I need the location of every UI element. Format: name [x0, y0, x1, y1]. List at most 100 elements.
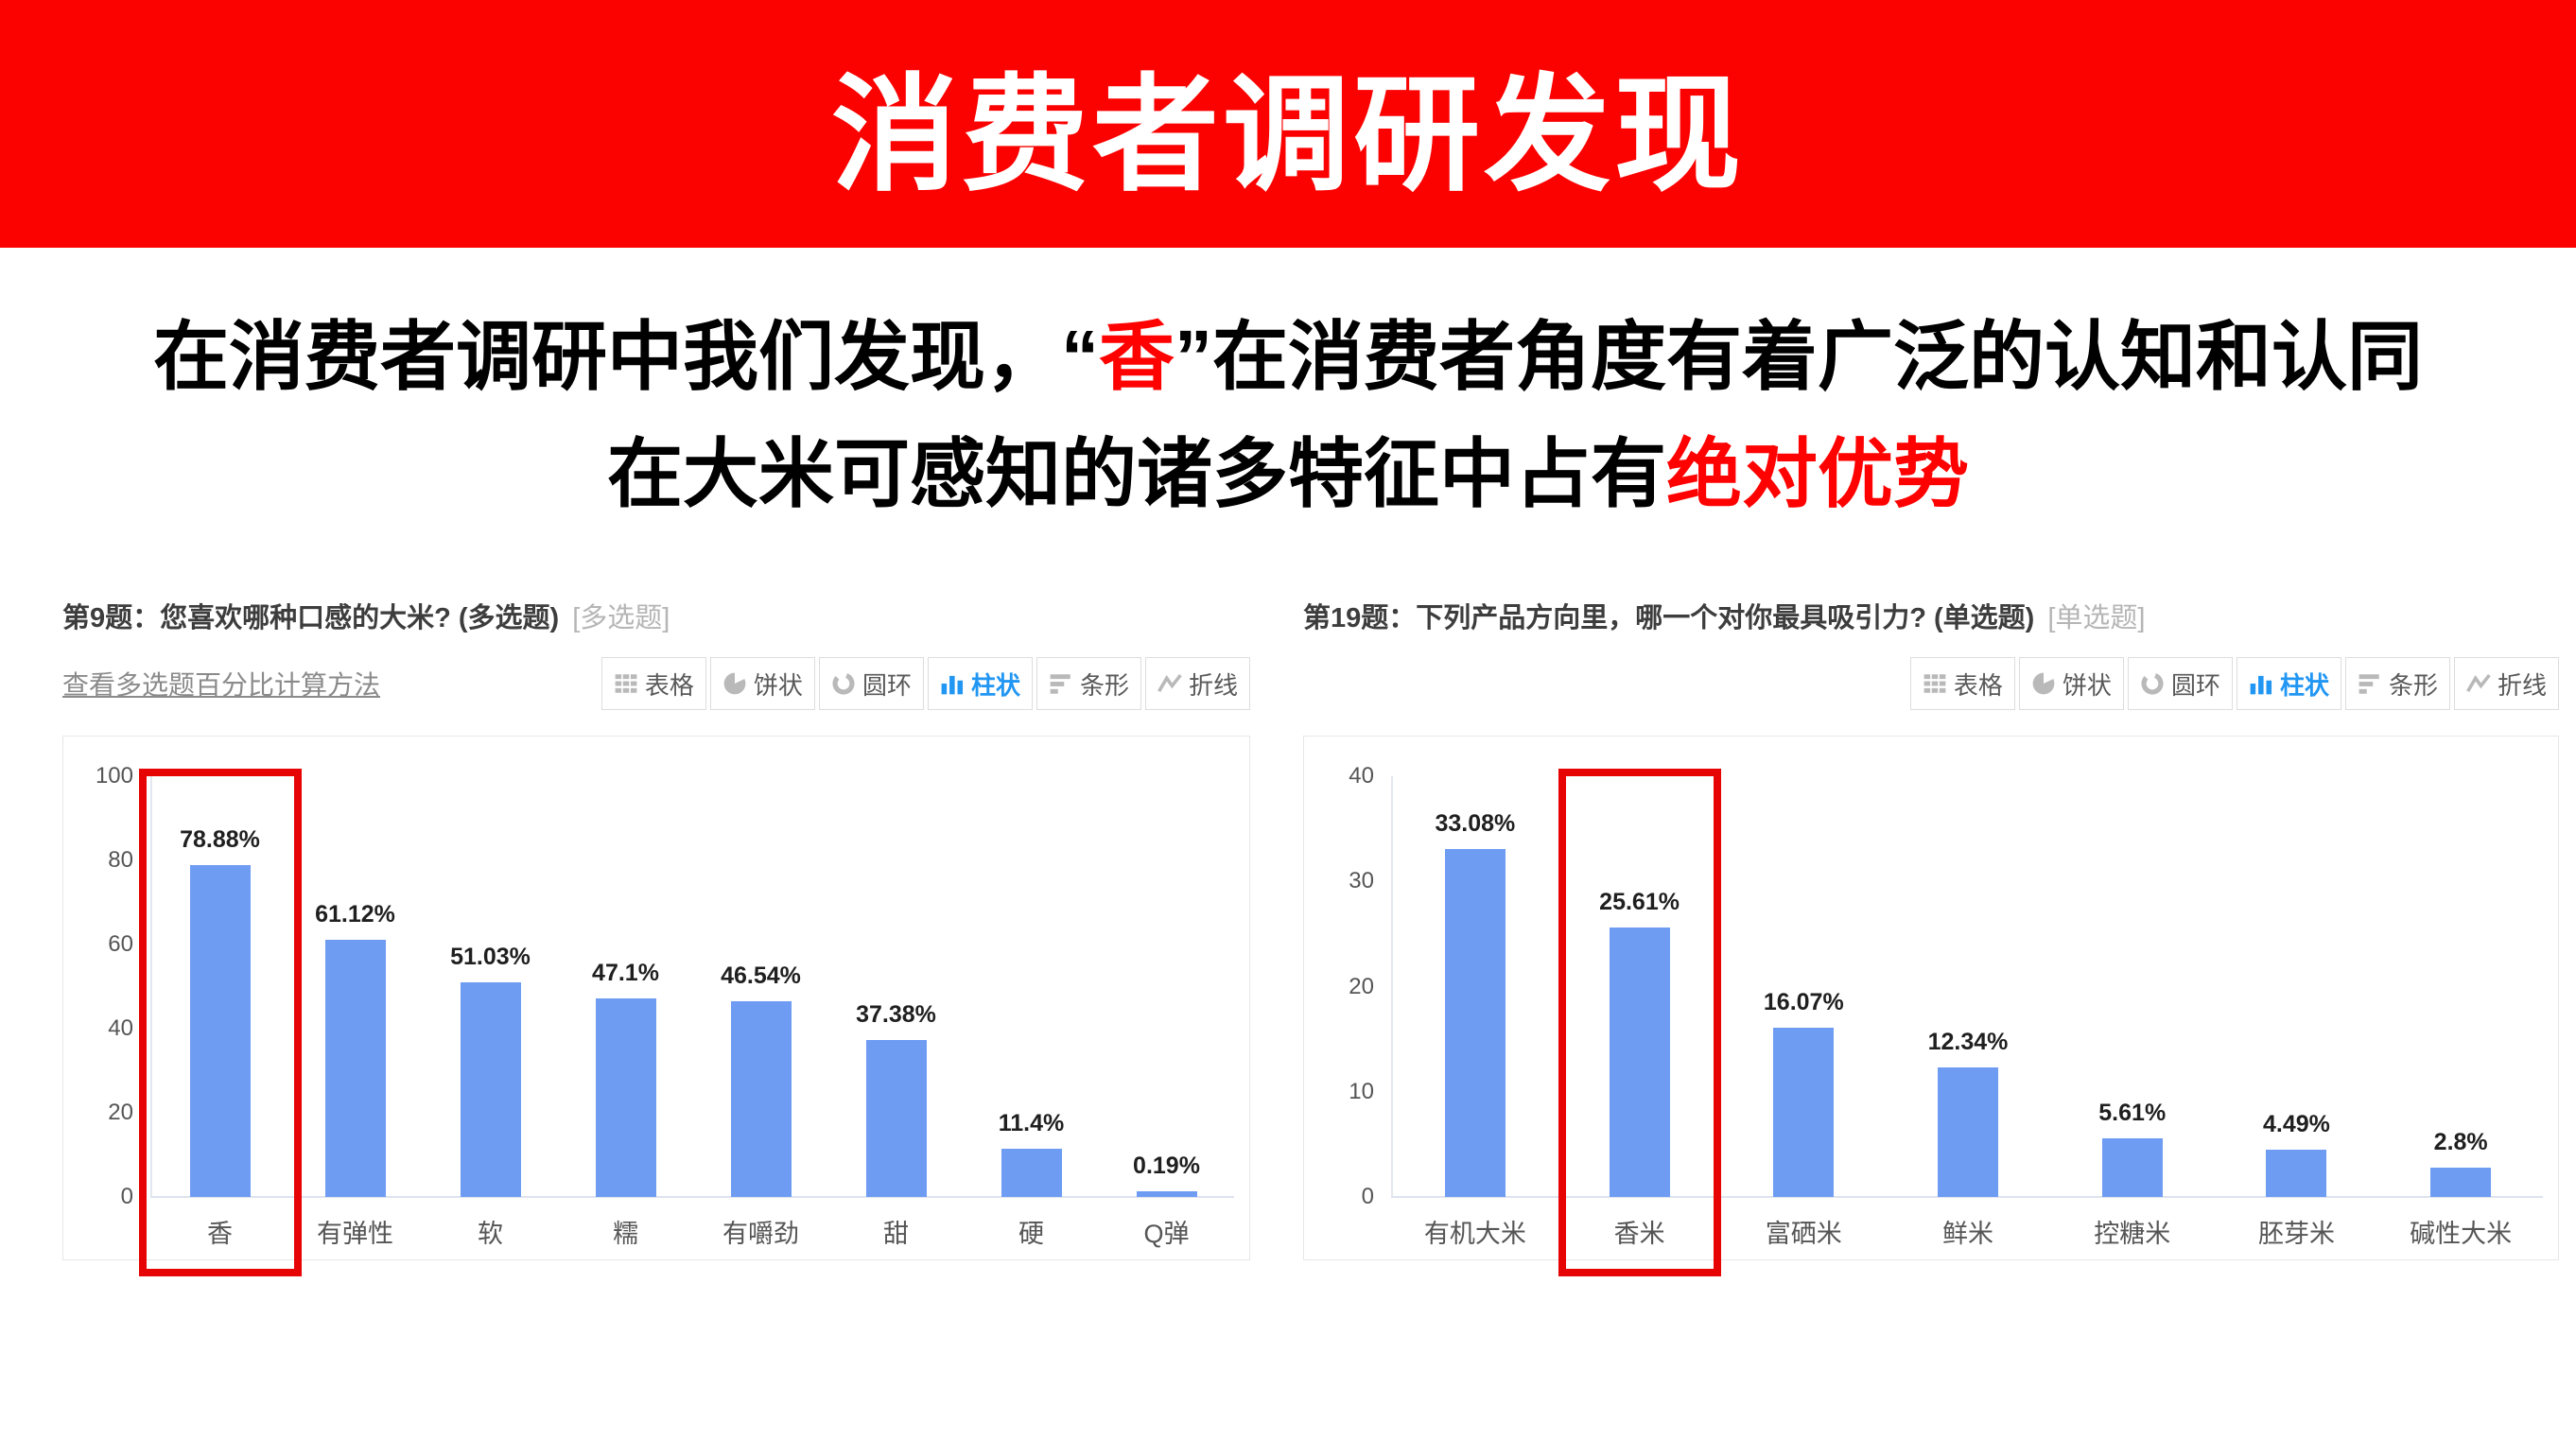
charts-section: 第9题：您喜欢哪种口感的大米? (多选题) [多选题] 查看多选题百分比计算方法 表格…: [62, 596, 2559, 1276]
subtitle-text: ”在消费者角度有着广泛的认知和认同: [1175, 315, 2423, 399]
plot-area: 33.08% 有机大米 25.61% 香米 16.07% 富硒米 12.34% 鲜米 5.61%…: [1393, 769, 2543, 1276]
bar-value-label: 33.08%: [1435, 810, 1516, 837]
y-axis-tick-label: 60: [108, 931, 133, 957]
bar[interactable]: [1938, 1066, 1999, 1197]
plot-area: 78.88% 香 61.12% 有弹性 51.03% 软 47.1% 糯 46.54% 有嚼劲 37…: [138, 769, 1234, 1276]
x-axis-label: 碱性大米: [2410, 1220, 2513, 1248]
bar-slot: 12.34% 鲜米: [1886, 776, 2050, 1248]
chart-type-donut-button[interactable]: 圆环: [2127, 657, 2233, 710]
chart-type-label: 条形: [2388, 670, 2438, 700]
bar-icon: [2358, 671, 2382, 696]
question-title: 第9题：您喜欢哪种口感的大米? (多选题): [62, 603, 560, 633]
line-icon: [2466, 671, 2491, 696]
chart-type-table-button[interactable]: 表格: [1909, 657, 2015, 710]
bar[interactable]: [1444, 849, 1506, 1197]
subtitle-text: 在消费者调研中我们发现，“: [153, 315, 1099, 399]
bar-slot: 25.61% 香米: [1558, 769, 1722, 1276]
x-axis-label: 香米: [1613, 1220, 1665, 1248]
chart-tool-row: 查看多选题百分比计算方法 表格 饼状 圆环 柱状 条形 折线: [62, 656, 1250, 711]
bar-slot: 5.61% 控糖米: [2050, 776, 2215, 1248]
bar[interactable]: [2266, 1150, 2327, 1197]
x-axis-line: [1391, 1196, 2543, 1198]
bar[interactable]: [595, 998, 656, 1197]
bar-slot: 37.38% 甜: [828, 776, 964, 1248]
bar-value-label: 16.07%: [1763, 989, 1844, 1016]
bar-slot: 46.54% 有嚼劲: [693, 776, 828, 1248]
pie-icon: [722, 671, 747, 696]
bar-value-label: 51.03%: [450, 943, 531, 970]
x-axis-label: 糯: [613, 1220, 638, 1248]
x-axis-label: 香: [207, 1220, 233, 1248]
x-axis-line: [150, 1196, 1234, 1198]
bar[interactable]: [1001, 1149, 1062, 1197]
bar[interactable]: [1773, 1028, 1835, 1197]
bar-slot: 16.07% 富硒米: [1721, 776, 1886, 1248]
bar-slot: 0.19% Q弹: [1099, 776, 1234, 1248]
line-icon: [1157, 671, 1182, 696]
bar[interactable]: [189, 864, 251, 1197]
x-axis-label: 鲜米: [1942, 1220, 1994, 1248]
chart-type-label: 饼状: [753, 670, 803, 700]
bar[interactable]: [2101, 1137, 2163, 1197]
bar-value-label: 47.1%: [592, 960, 659, 987]
chart-type-label: 表格: [1953, 670, 2003, 700]
subtitle-line: 在消费者调研中我们发现，“香”在消费者角度有着广泛的认知和认同: [0, 299, 2576, 416]
bar-value-label: 78.88%: [180, 825, 260, 853]
survey-question-panel: 第19题：下列产品方向里，哪一个对你最具吸引力? (单选题) [单选题] 表格 饼状 圆…: [1303, 596, 2559, 1276]
question-title-row: 第9题：您喜欢哪种口感的大米? (多选题) [多选题]: [62, 596, 1250, 637]
chart-type-label: 折线: [1188, 670, 1238, 700]
bar[interactable]: [1136, 1191, 1197, 1197]
chart-type-bar-button[interactable]: 条形: [2344, 657, 2450, 710]
subtitle-accent-text: 香: [1099, 315, 1175, 399]
bar[interactable]: [2430, 1167, 2492, 1197]
x-axis-label: 控糖米: [2094, 1220, 2171, 1248]
y-axis-tick-label: 100: [95, 763, 133, 789]
chart-type-line-button[interactable]: 折线: [1144, 657, 1250, 710]
percentage-method-link[interactable]: 查看多选题百分比计算方法: [62, 670, 381, 700]
subtitle-accent-text: 绝对优势: [1666, 432, 1969, 516]
page-title: 消费者调研发现: [830, 65, 1745, 206]
header-banner: 消费者调研发现: [0, 0, 2576, 248]
bar[interactable]: [730, 1000, 792, 1197]
subtitle: 在消费者调研中我们发现，“香”在消费者角度有着广泛的认知和认同 在大米可感知的诸多…: [0, 299, 2576, 533]
y-axis-line: [150, 776, 152, 1198]
bar-value-label: 5.61%: [2098, 1099, 2167, 1126]
chart-type-bar-button[interactable]: 条形: [1036, 657, 1141, 710]
chart-type-pie-button[interactable]: 饼状: [709, 657, 815, 710]
question-title-row: 第19题：下列产品方向里，哪一个对你最具吸引力? (单选题) [单选题]: [1303, 596, 2559, 637]
bar[interactable]: [460, 981, 521, 1197]
bar-value-label: 46.54%: [721, 962, 801, 989]
chart-type-label: 折线: [2497, 670, 2547, 700]
chart-type-line-button[interactable]: 折线: [2453, 657, 2559, 710]
x-axis-label: 硬: [1018, 1220, 1044, 1248]
x-axis-label: 软: [478, 1220, 503, 1248]
bar-slot: 78.88% 香: [138, 769, 302, 1276]
donut-icon: [831, 671, 856, 696]
y-axis-tick-label: 0: [1361, 1184, 1374, 1209]
chart-type-table-button[interactable]: 表格: [600, 657, 706, 710]
bar[interactable]: [1609, 928, 1670, 1197]
bar-value-label: 4.49%: [2263, 1111, 2330, 1138]
bar-slot: 11.4% 硬: [964, 776, 1099, 1248]
column-icon: [2249, 671, 2273, 696]
bar[interactable]: [324, 940, 386, 1197]
bar-value-label: 0.19%: [1133, 1153, 1200, 1179]
bar-slot: 33.08% 有机大米: [1393, 776, 1558, 1248]
y-axis-tick-label: 30: [1349, 868, 1374, 894]
x-axis-label: 有机大米: [1423, 1220, 1526, 1248]
chart-type-column-button[interactable]: 柱状: [927, 657, 1033, 710]
bar-slot: 51.03% 软: [423, 776, 558, 1248]
x-axis-label: 富硒米: [1765, 1220, 1842, 1248]
chart-type-pie-button[interactable]: 饼状: [2018, 657, 2124, 710]
table-icon: [614, 671, 638, 696]
bar-value-label: 2.8%: [2433, 1128, 2488, 1155]
y-axis-tick-label: 10: [1349, 1078, 1374, 1104]
bar[interactable]: [865, 1039, 927, 1197]
bar-value-label: 61.12%: [315, 901, 395, 928]
chart-type-toolbar: 表格 饼状 圆环 柱状 条形 折线: [1909, 657, 2559, 710]
chart-type-column-button[interactable]: 柱状: [2236, 657, 2341, 710]
chart-type-donut-button[interactable]: 圆环: [818, 657, 924, 710]
x-axis-label: 甜: [883, 1220, 909, 1248]
chart-type-label: 表格: [644, 670, 694, 700]
y-axis-tick-label: 40: [108, 1015, 133, 1041]
